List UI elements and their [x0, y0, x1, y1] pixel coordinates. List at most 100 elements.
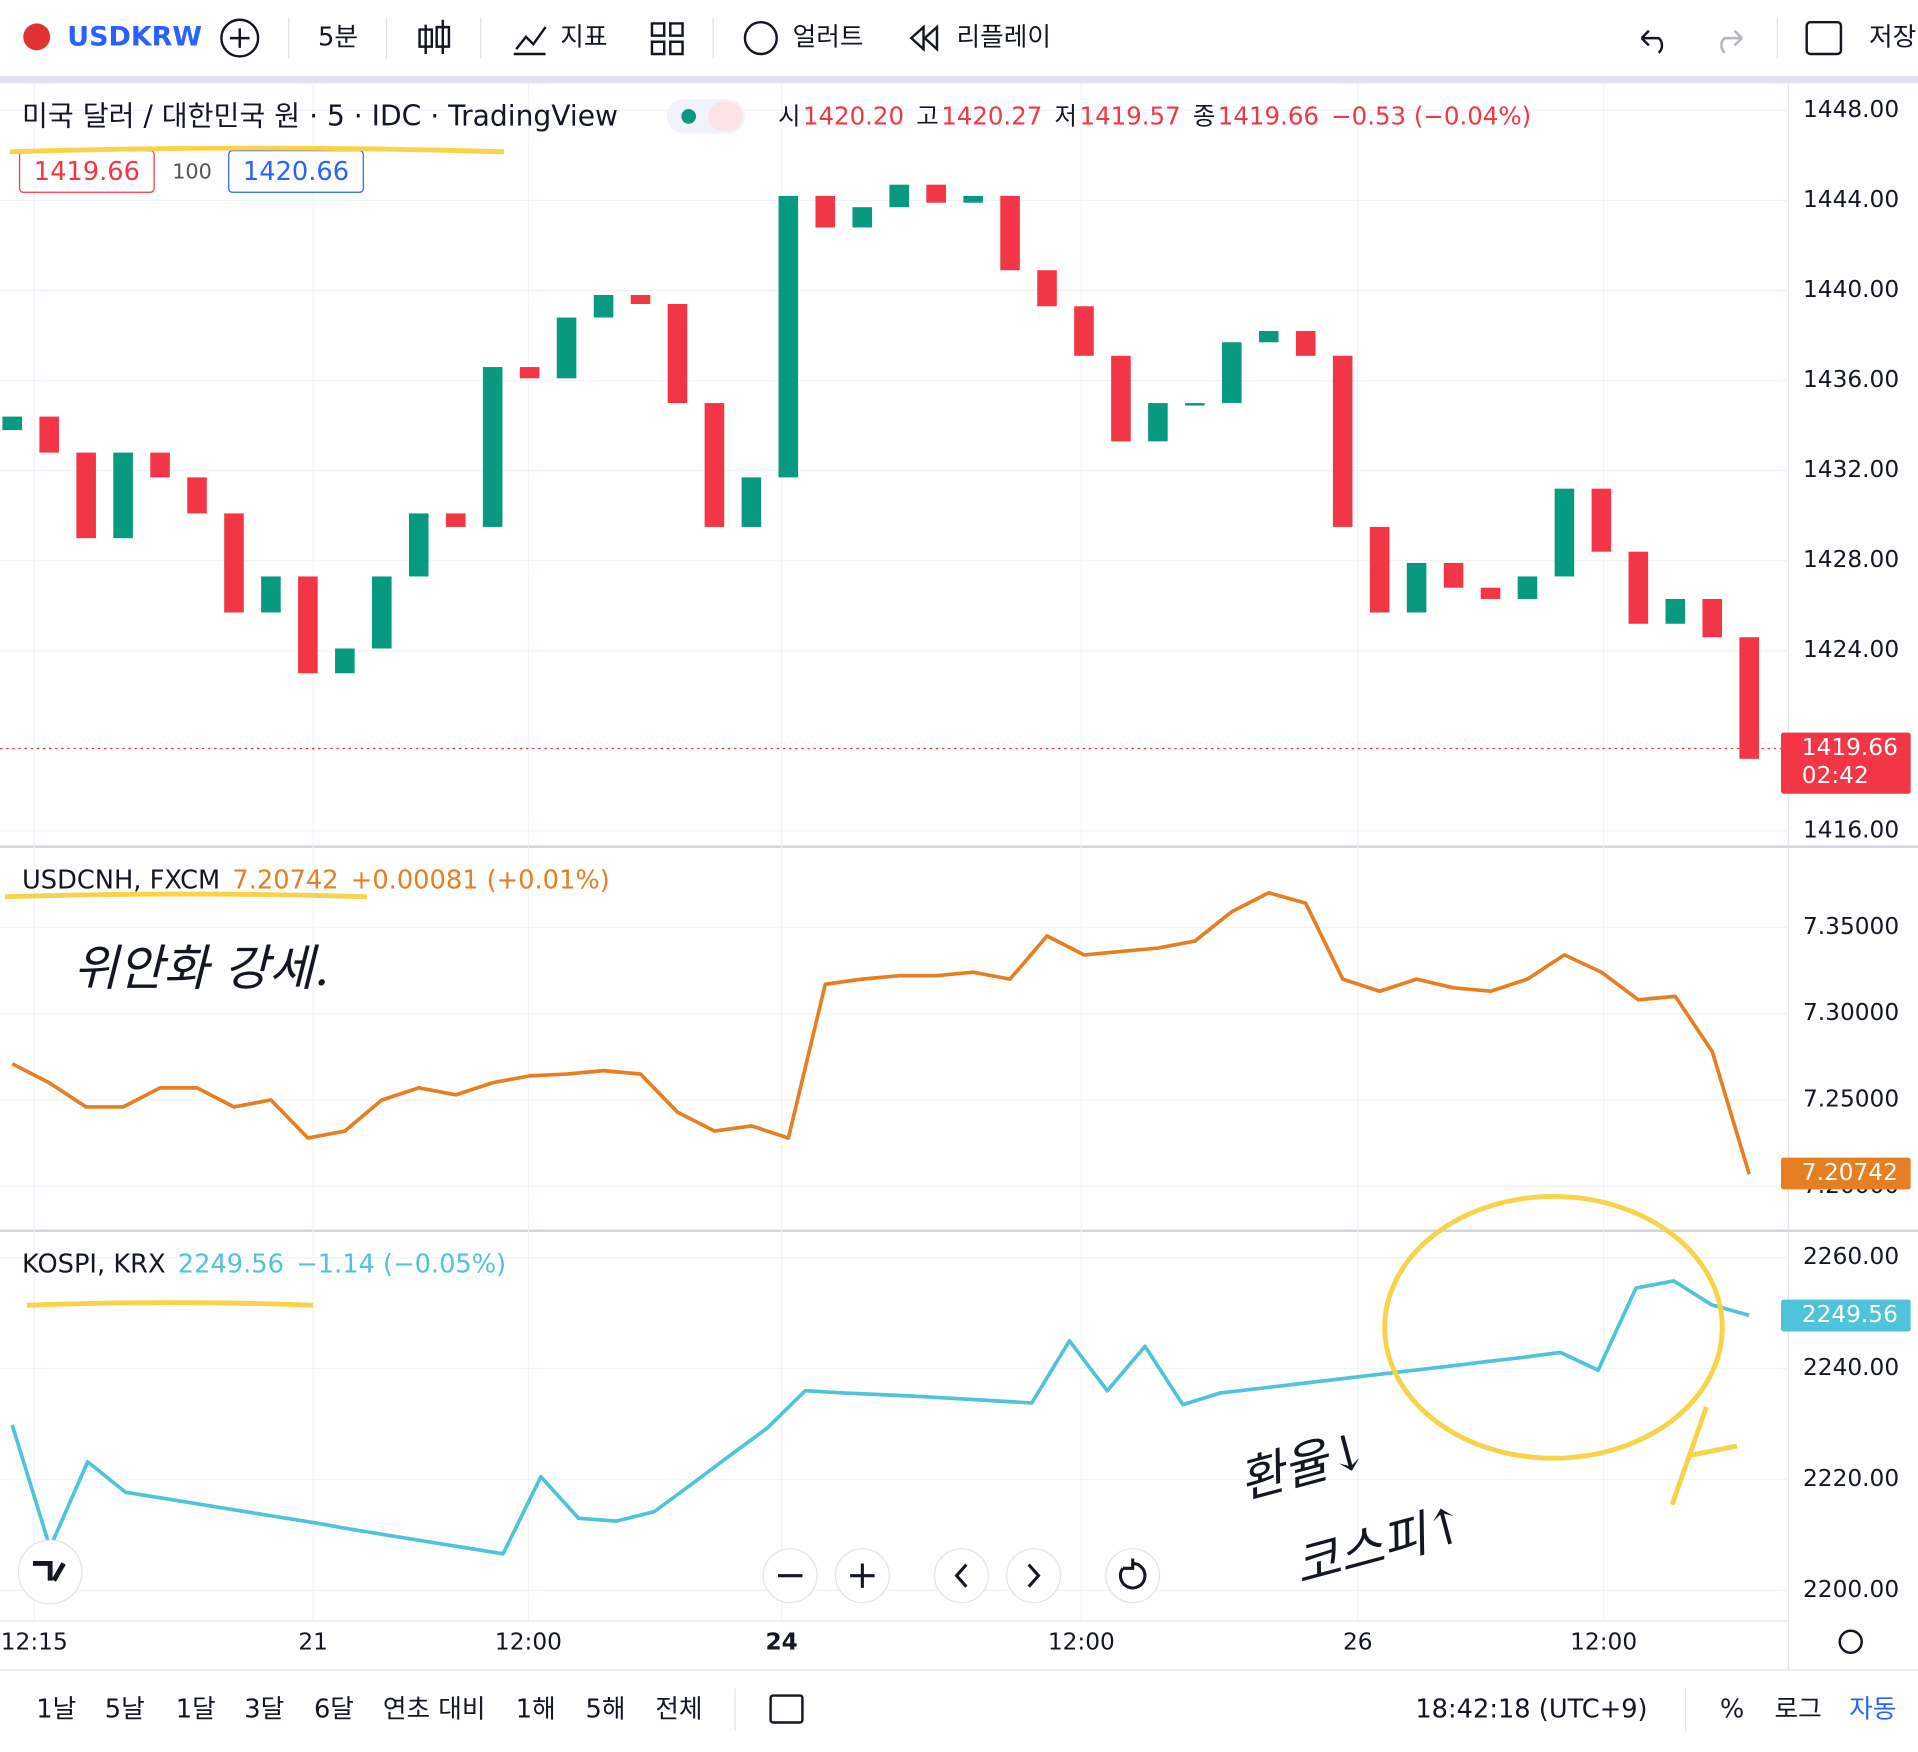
ohlc-label: 시: [778, 102, 801, 131]
candle: [1480, 587, 1501, 599]
candle: [1258, 331, 1279, 343]
legend-change: +0.00081 (+0.01%): [351, 865, 610, 895]
last-price-label: 7.20742: [1802, 1159, 1898, 1186]
y-tick-label: 2200.00: [1803, 1576, 1899, 1603]
legend-value: 2249.56: [178, 1249, 284, 1279]
auto-toggle[interactable]: 자동: [1849, 1695, 1896, 1725]
y-tick-label: 1424.00: [1803, 636, 1899, 663]
symbol[interactable]: USDKRW: [67, 22, 202, 53]
candle: [1702, 598, 1723, 638]
candle-icon[interactable]: [418, 19, 451, 54]
candle: [630, 295, 651, 305]
highlight-tail: [1669, 1406, 1738, 1506]
layout-icon[interactable]: [650, 22, 684, 56]
percent-toggle[interactable]: %: [1720, 1695, 1744, 1725]
x-tick-label: 12:00: [1048, 1628, 1115, 1655]
legend-value: 7.20742: [232, 865, 338, 895]
candle: [372, 576, 392, 649]
x-tick-label: 21: [298, 1628, 328, 1655]
replay-icon: [909, 24, 939, 52]
last-price-badge: [1781, 732, 1911, 794]
undo[interactable]: [1640, 29, 1664, 54]
grid: [0, 83, 1789, 1621]
range-button[interactable]: 3달: [244, 1695, 284, 1725]
alert[interactable]: 얼러트: [793, 23, 864, 53]
flag-icon: [23, 23, 51, 51]
candle: [39, 416, 59, 453]
legend-title: KOSPI, KRX: [22, 1249, 166, 1279]
y-tick-label: 1436.00: [1803, 366, 1899, 393]
legend-title: USDCNH, FXCM: [22, 865, 220, 895]
candle: [113, 452, 133, 539]
range-button[interactable]: 1해: [516, 1695, 556, 1725]
y-tick-label: 1432.00: [1803, 456, 1899, 483]
date-range-icon[interactable]: [769, 1694, 804, 1724]
y-tick-label: 1448.00: [1803, 96, 1899, 123]
candle: [150, 452, 170, 478]
marks: [0, 184, 1789, 1556]
candle: [224, 513, 244, 613]
range-button[interactable]: 1날: [36, 1695, 76, 1725]
candle: [1332, 355, 1353, 527]
left-icon: [954, 1563, 968, 1588]
y-tick-label: 1440.00: [1803, 276, 1899, 303]
range-button[interactable]: 연초 대비: [383, 1695, 486, 1725]
interval[interactable]: 5분: [318, 23, 358, 53]
scroll-right[interactable]: [1006, 1548, 1062, 1604]
candle: [926, 184, 946, 203]
add-symbol[interactable]: [220, 18, 260, 58]
candle: [778, 195, 799, 478]
indicators[interactable]: 지표: [560, 23, 607, 53]
candle: [815, 195, 836, 228]
ask: 1420.66: [243, 157, 349, 187]
bottom-bar: 18:42:18 (UTC+9) % 로그 자동 1날 5날 1달 3달 6달 연초 대비…: [36, 1688, 1896, 1732]
countdown: 02:42: [1802, 762, 1869, 789]
x-tick-label: 12:00: [495, 1628, 562, 1655]
last-price-label: 2249.56: [1802, 1301, 1898, 1328]
ohlc-label: 고: [916, 102, 939, 131]
plus-icon: [229, 28, 250, 48]
y-tick-label: 1416.00: [1803, 816, 1899, 843]
settings[interactable]: [1838, 1629, 1863, 1654]
log-toggle[interactable]: 로그: [1775, 1695, 1822, 1725]
candle: [889, 184, 909, 208]
save[interactable]: 저장: [1869, 23, 1916, 53]
ohlc-value: 1420.20: [803, 102, 904, 131]
candle: [1554, 488, 1575, 577]
y-tick-label: 1444.00: [1803, 186, 1899, 213]
scroll-left[interactable]: [933, 1548, 989, 1604]
range-button[interactable]: 전체: [655, 1695, 702, 1725]
candle: [852, 207, 873, 228]
candle: [187, 477, 207, 514]
candle: [963, 195, 983, 203]
chart-controls: [17, 1539, 1863, 1654]
candle: [298, 576, 318, 674]
y-tick-label: 2220.00: [1803, 1465, 1899, 1492]
candle: [667, 304, 688, 404]
range-button[interactable]: 6달: [314, 1695, 354, 1725]
series-line: [10, 1279, 1750, 1556]
last-price-badge: [1781, 1157, 1911, 1190]
ohlc-value: 1419.66: [1218, 102, 1319, 131]
redo[interactable]: [1720, 29, 1743, 54]
x-tick-label: 12:15: [1, 1628, 68, 1655]
range-button[interactable]: 1달: [176, 1695, 216, 1725]
range-button[interactable]: 5날: [105, 1695, 145, 1725]
y-tick-label: 7.35000: [1803, 913, 1899, 940]
highlight-circle: [1382, 1194, 1725, 1461]
indicator-icon: [513, 26, 547, 56]
reset[interactable]: [1105, 1548, 1161, 1604]
series-line: [11, 890, 1751, 1175]
fullscreen[interactable]: [1805, 20, 1843, 56]
range-button[interactable]: 5해: [586, 1695, 626, 1725]
replay[interactable]: 리플레이: [957, 23, 1051, 53]
candle: [1406, 562, 1427, 613]
toolbar-border: [0, 76, 1918, 84]
candle: [2, 416, 23, 431]
candle: [519, 367, 540, 379]
candle: [704, 403, 725, 527]
clock: 18:42:18 (UTC+9): [1415, 1695, 1647, 1725]
candle: [1517, 576, 1538, 599]
delay-pill: [708, 101, 743, 132]
